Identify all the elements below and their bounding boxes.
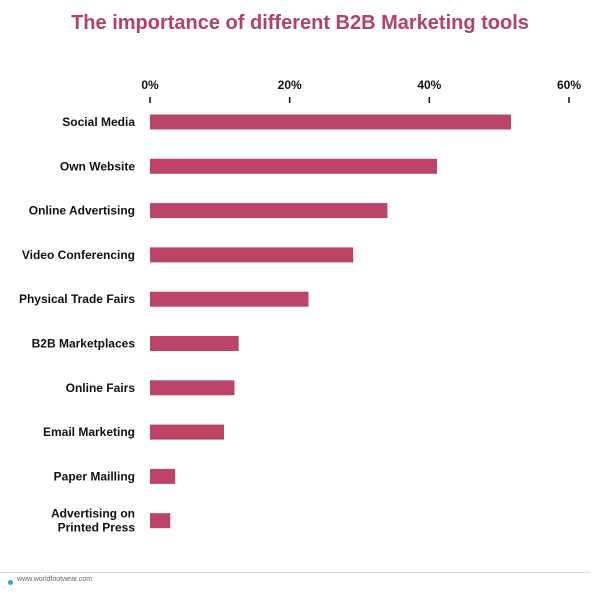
category-label: Advertising on Printed Press xyxy=(51,507,135,535)
bar xyxy=(150,114,512,130)
category-label: Paper Mailling xyxy=(54,469,135,483)
category-label: Physical Trade Fairs xyxy=(19,292,135,306)
chart-title: The importance of different B2B Marketin… xyxy=(71,12,529,34)
bar xyxy=(150,203,388,219)
category-label: Online Advertising xyxy=(29,204,135,218)
bar xyxy=(150,380,235,396)
bar xyxy=(150,291,309,307)
category-label: Social Media xyxy=(62,115,135,129)
bar xyxy=(150,247,354,263)
category-label: B2B Marketplaces xyxy=(32,337,136,351)
bar-chart: 0% 20% 40% 60% Social Media Own Website Onlin… xyxy=(19,78,581,535)
bar xyxy=(150,158,438,174)
category-labels: Social Media Own Website Online Advertisin… xyxy=(19,115,135,535)
bar xyxy=(150,424,225,440)
bar xyxy=(150,468,176,484)
bars xyxy=(150,114,512,529)
x-tick-label: 20% xyxy=(278,78,302,92)
footer: www.worldfootwear.com xyxy=(0,572,590,601)
bar xyxy=(150,513,171,529)
globe-dot-icon xyxy=(8,580,13,585)
source-link[interactable]: www.worldfootwear.com xyxy=(17,576,93,583)
category-label: Own Website xyxy=(60,159,135,173)
bar xyxy=(150,336,239,351)
x-tick-label: 0% xyxy=(141,78,159,92)
category-label: Email Marketing xyxy=(43,425,135,439)
category-label: Video Conferencing xyxy=(22,248,135,262)
x-tick-label: 40% xyxy=(417,78,441,92)
x-axis: 0% 20% 40% 60% xyxy=(141,78,581,103)
x-tick-label: 60% xyxy=(557,78,581,92)
category-label: Online Fairs xyxy=(66,381,136,395)
